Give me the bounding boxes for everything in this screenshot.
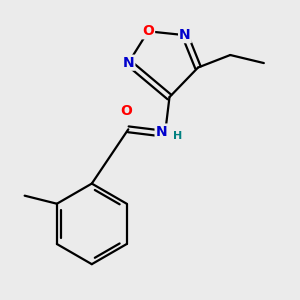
Text: N: N (123, 56, 134, 70)
Text: N: N (156, 124, 167, 139)
Text: H: H (173, 131, 182, 141)
Text: O: O (120, 103, 132, 118)
Text: N: N (179, 28, 191, 42)
Text: O: O (142, 24, 154, 38)
